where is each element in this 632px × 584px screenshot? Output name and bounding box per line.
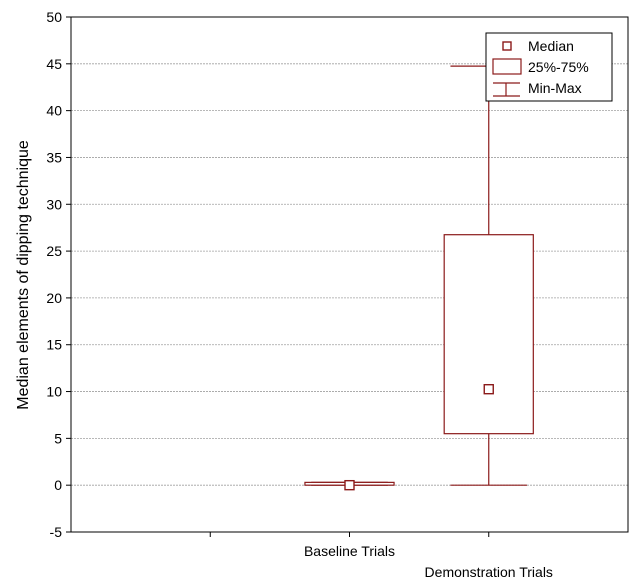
y-tick-label: 0 — [54, 477, 62, 493]
y-axis-ticks: -5 0 5 10 15 20 25 30 35 40 45 50 — [46, 9, 71, 540]
legend: Median 25%-75% Min-Max — [485, 32, 613, 102]
y-tick-label: 30 — [46, 196, 62, 212]
x-axis-category-labels: Baseline Trials Demonstration Trials — [304, 543, 553, 580]
y-tick-label: 25 — [46, 243, 62, 259]
gridlines — [71, 63, 628, 486]
box-series — [304, 65, 534, 491]
x-category-label: Demonstration Trials — [425, 564, 553, 579]
y-axis-label: Median elements of dipping technique — [15, 140, 32, 410]
median-marker — [483, 384, 494, 395]
box-1 — [304, 479, 395, 491]
legend-range-label: 25%-75% — [528, 59, 589, 75]
median-marker — [344, 479, 355, 491]
y-tick-label: 50 — [46, 9, 62, 25]
y-tick-label: 45 — [46, 56, 62, 72]
y-tick-label: 40 — [46, 103, 62, 119]
legend-box — [485, 32, 613, 102]
y-tick-label: -5 — [50, 524, 63, 540]
legend-whisker-marker — [493, 82, 520, 97]
y-tick-label: 5 — [54, 430, 62, 446]
y-tick-label: 20 — [46, 290, 62, 306]
iqr-box — [443, 234, 534, 435]
y-tick-label: 10 — [46, 384, 62, 400]
y-tick-label: 15 — [46, 337, 62, 353]
box-2 — [443, 65, 534, 486]
x-category-label: Baseline Trials — [304, 543, 395, 559]
x-axis-ticks — [209, 532, 490, 537]
legend-median-marker — [502, 41, 512, 51]
legend-box-marker — [492, 58, 522, 75]
legend-median-label: Median — [528, 38, 574, 54]
legend-minmax-label: Min-Max — [528, 80, 582, 96]
y-tick-label: 35 — [46, 149, 62, 165]
